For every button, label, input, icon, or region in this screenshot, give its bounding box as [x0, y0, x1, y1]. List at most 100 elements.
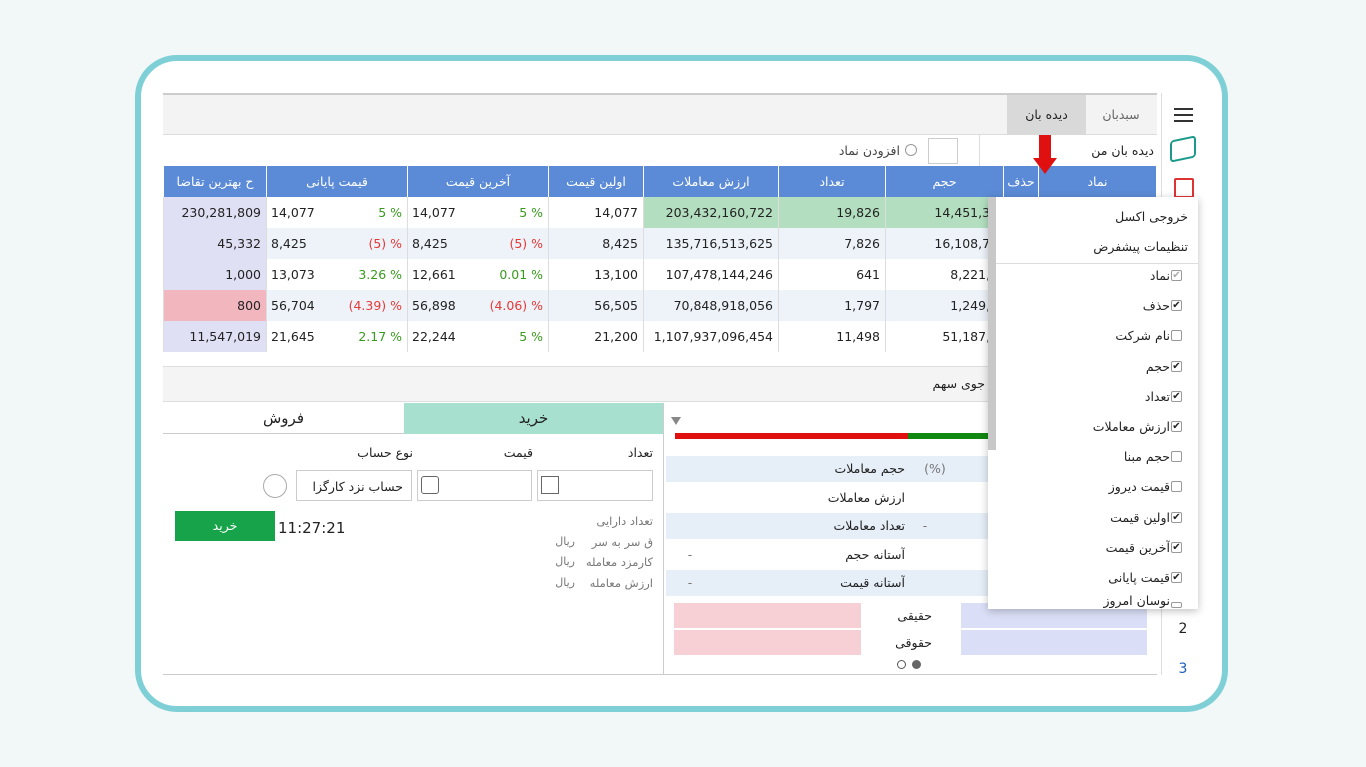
- menu-scrollbar: [988, 197, 996, 450]
- stats-label: آستانه قیمت: [840, 575, 905, 590]
- column-header[interactable]: اولین قیمت: [548, 166, 643, 197]
- menu-action[interactable]: خروجی اکسل: [1115, 209, 1188, 224]
- cell-bg: [778, 197, 885, 228]
- cell-bg: [885, 321, 1003, 352]
- menu-action[interactable]: تنظیمات پیشفرض: [1093, 239, 1188, 254]
- checkbox[interactable]: ✔: [1171, 270, 1182, 281]
- cell-bg: [266, 259, 407, 290]
- checkbox[interactable]: ✔: [1171, 300, 1182, 312]
- tab[interactable]: سبدبان: [1102, 107, 1140, 122]
- stats-value: (%): [924, 461, 946, 476]
- watchlist-select[interactable]: دیده بان من: [1091, 143, 1154, 158]
- order-icon[interactable]: [1174, 178, 1194, 198]
- cell: 1,249,4: [950, 298, 998, 313]
- column-header[interactable]: آخرین قیمت: [407, 166, 548, 197]
- cell-bg: [548, 290, 643, 321]
- trader-buy: [960, 629, 1148, 656]
- cell-bg: [266, 228, 407, 259]
- checkbox[interactable]: ✔: [1171, 541, 1182, 553]
- info-label: ق سر به سر: [591, 534, 653, 549]
- column-option[interactable]: ارزش معاملات: [1092, 419, 1170, 434]
- column-header[interactable]: ح بهترین تقاضا: [163, 166, 266, 197]
- price-input[interactable]: [417, 470, 532, 501]
- cell-bg: [548, 321, 643, 352]
- dropdown-caret: [966, 135, 980, 166]
- buy-tab[interactable]: خرید: [404, 403, 663, 434]
- stats-label: ارزش معاملات: [827, 489, 905, 505]
- cell-bg: [266, 197, 407, 228]
- checkbox[interactable]: [1171, 602, 1182, 608]
- cell: 51,187,1: [942, 329, 998, 344]
- column-header[interactable]: قیمت پایانی: [266, 166, 407, 197]
- cell: 56,505: [594, 298, 638, 313]
- checkbox[interactable]: [1171, 481, 1182, 493]
- column-option[interactable]: حجم مبنا: [1123, 449, 1170, 465]
- checkbox[interactable]: [1171, 330, 1182, 342]
- table-header: [163, 166, 1156, 197]
- checkbox[interactable]: ✔: [1171, 572, 1182, 583]
- cell: 21,645: [271, 329, 315, 344]
- cell: 21,200: [594, 329, 638, 344]
- label: قیمت: [503, 445, 533, 460]
- tab-active[interactable]: دیده بان: [1007, 95, 1086, 135]
- cell-bg: [163, 197, 266, 228]
- calc-icon: [541, 476, 559, 494]
- checkbox[interactable]: ✔: [1171, 511, 1182, 523]
- cell-bg: [407, 228, 548, 259]
- column-option[interactable]: آخرین قیمت: [1105, 539, 1170, 555]
- red-arrow-head: [1033, 158, 1057, 174]
- trader-sell: [673, 602, 862, 629]
- column-option[interactable]: قیمت دیروز: [1108, 479, 1170, 495]
- account-select[interactable]: حساب نزد کارگزا: [296, 470, 412, 501]
- cell-bg: [885, 290, 1003, 321]
- cell-bg: [643, 228, 778, 259]
- checkbox[interactable]: ✔: [1171, 421, 1182, 432]
- column-header[interactable]: ارزش معاملات: [643, 166, 778, 197]
- cell: 8,425: [271, 236, 307, 251]
- cell-change: 2.17 %: [358, 329, 402, 344]
- checkbox[interactable]: ✔: [1171, 390, 1182, 402]
- checkbox[interactable]: ✔: [1171, 360, 1182, 372]
- column-option[interactable]: قیمت پایانی: [1108, 570, 1170, 585]
- column-option[interactable]: حذف: [1142, 298, 1170, 314]
- cell: 8,425: [412, 236, 448, 251]
- menu-divider: [996, 263, 1198, 264]
- cell-bg: [778, 228, 885, 259]
- column-header[interactable]: حذف: [1003, 166, 1038, 197]
- add-symbol[interactable]: افزودن نماد: [838, 143, 900, 158]
- order-divider: [663, 403, 664, 675]
- page-number[interactable]: 2: [1178, 621, 1188, 637]
- stats-label: حجم معاملات: [834, 461, 905, 476]
- submit-button[interactable]: خرید: [175, 511, 275, 541]
- column-option[interactable]: نام شرکت: [1115, 328, 1170, 344]
- column-header[interactable]: حجم: [885, 166, 1003, 197]
- column-header[interactable]: تعداد: [778, 166, 885, 197]
- cell: 12,661: [412, 267, 456, 282]
- cell-bg: [266, 321, 407, 352]
- column-option[interactable]: نماد: [1149, 268, 1170, 283]
- menu-icon[interactable]: [1174, 108, 1193, 122]
- checkbox[interactable]: [1171, 451, 1182, 463]
- page-number[interactable]: 3: [1178, 661, 1188, 677]
- qty-input[interactable]: [537, 470, 653, 501]
- column-option[interactable]: اولین قیمت: [1110, 509, 1170, 525]
- expand-button[interactable]: [263, 474, 287, 498]
- column-menu: [988, 197, 1198, 609]
- bottom-line: [163, 674, 1157, 675]
- column-option[interactable]: نوسان امروز: [1103, 594, 1170, 608]
- column-option[interactable]: تعداد: [1144, 388, 1170, 404]
- sell-tab[interactable]: فروش: [163, 403, 404, 434]
- cell-bg: [778, 290, 885, 321]
- column-option[interactable]: حجم: [1145, 358, 1170, 374]
- column-header[interactable]: نماد: [1038, 166, 1156, 197]
- info-label: کارمزد معامله: [585, 555, 653, 569]
- info-unit: ریال: [555, 575, 575, 589]
- cell: 800: [237, 298, 261, 313]
- cell: 19,826: [836, 205, 880, 220]
- cell-bg: [643, 197, 778, 228]
- dot: [897, 660, 906, 669]
- cell-change: 5 %: [519, 205, 543, 220]
- cell-bg: [885, 259, 1003, 290]
- cell: 641: [856, 267, 880, 282]
- cell-bg: [407, 290, 548, 321]
